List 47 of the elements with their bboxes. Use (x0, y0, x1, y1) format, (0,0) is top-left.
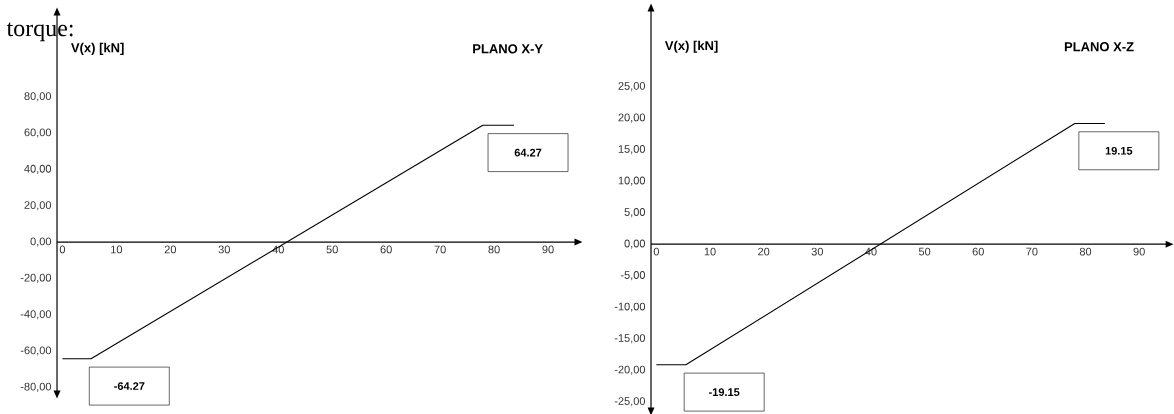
x-tick-label: 20 (164, 245, 176, 254)
x-tick-label: 70 (1026, 247, 1038, 256)
y-tick-label: 0,00 (30, 237, 52, 247)
x-tick-label: 50 (918, 247, 931, 256)
x-tick-label: 70 (434, 245, 446, 254)
y-tick-label: -60,00 (20, 346, 52, 356)
x-tick-label: 60 (380, 245, 392, 254)
x-tick-label: 80 (1079, 247, 1092, 256)
x-tick-label: 30 (218, 245, 230, 254)
y-tick-label: -80,00 (20, 382, 52, 392)
annotation: -19.15 (709, 388, 740, 397)
y-tick-label: 80,00 (24, 92, 52, 102)
x-tick-label: 90 (542, 245, 554, 254)
y-tick-label: 15,00 (618, 145, 646, 155)
y-tick-label: -25,00 (614, 397, 646, 407)
x-tick-label: 60 (972, 247, 984, 256)
y-tick-label: 0,00 (624, 239, 646, 249)
y-tick-label: 20,00 (618, 113, 646, 123)
y-tick-label: 10,00 (618, 176, 646, 186)
x-tick-label: 50 (326, 245, 338, 254)
annotation: 64.27 (514, 148, 542, 157)
x-tick-label: 40 (272, 245, 284, 254)
x-tick-label: 20 (758, 247, 770, 256)
x-tick-label: 30 (811, 247, 823, 256)
y-tick-label: -5,00 (620, 271, 646, 281)
y-tick-label: -40,00 (20, 310, 52, 320)
y-tick-label: 5,00 (624, 208, 646, 218)
annotation: 19.15 (1105, 146, 1133, 155)
annotation: -64.27 (114, 382, 145, 390)
y-tick-label: -20,00 (20, 273, 52, 283)
y-tick-label: 40,00 (24, 164, 52, 174)
x-tick-label: 90 (1133, 247, 1145, 256)
y-tick-label: -20,00 (614, 365, 646, 375)
x-tick-label: 10 (704, 247, 716, 256)
x-tick-label: 0 (653, 247, 659, 256)
y-tick-label: -10,00 (614, 302, 646, 312)
x-tick-label: 80 (488, 245, 500, 254)
text: PLANO X-Z (1064, 42, 1134, 52)
y-tick-label: -15,00 (614, 334, 646, 344)
y-tick-label: 60,00 (24, 128, 52, 138)
x-tick-label: 0 (59, 245, 66, 254)
y-axis-title: V(x) [kN] (664, 40, 718, 53)
text: PLANO X-Y (473, 44, 543, 54)
y-tick-label: 25,00 (618, 82, 646, 92)
y-tick-label: 20,00 (24, 201, 52, 211)
x-tick-label: 10 (111, 245, 123, 254)
y-axis-title: V(x) [kN] (71, 42, 124, 55)
